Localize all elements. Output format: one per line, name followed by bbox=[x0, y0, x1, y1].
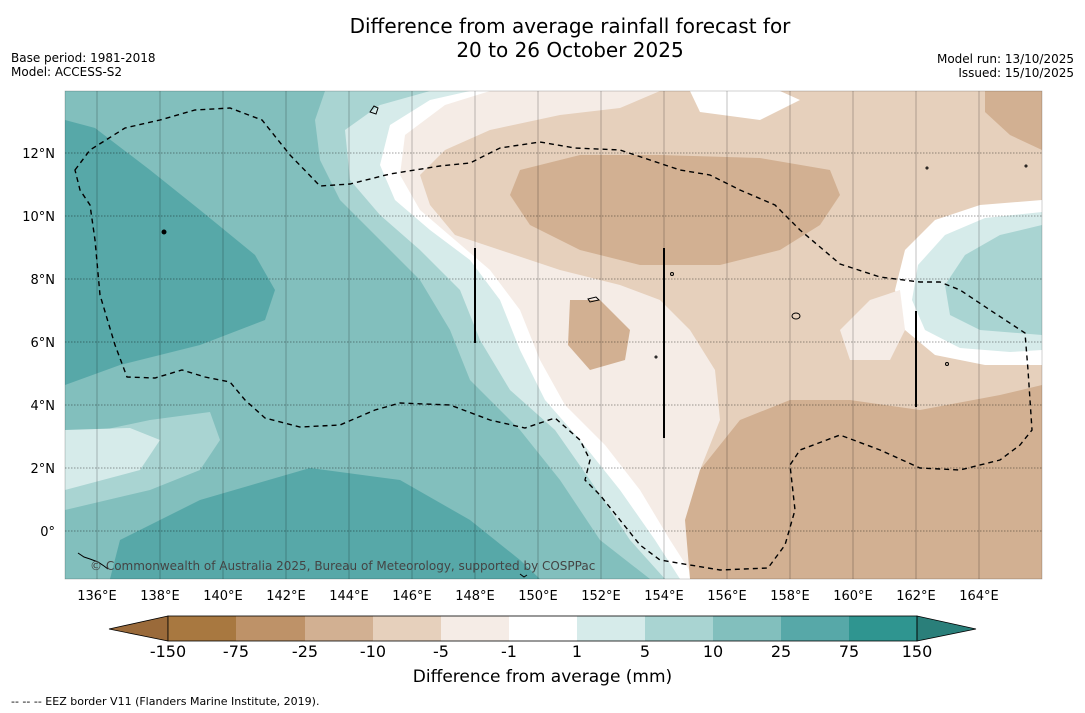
map-fields bbox=[65, 91, 1042, 579]
colorbar-label: 25 bbox=[770, 642, 792, 661]
lon-label: 140°E bbox=[203, 589, 243, 604]
lat-label: 8°N bbox=[31, 273, 56, 288]
colorbar-label: 10 bbox=[702, 642, 724, 661]
lat-label: 10°N bbox=[22, 210, 55, 225]
lat-labels: 12°N 10°N 8°N 6°N 4°N 2°N 0° bbox=[22, 147, 55, 540]
eez-footnote: -- -- -- EEZ border V11 (Flanders Marine… bbox=[11, 695, 320, 708]
field-dry-south bbox=[685, 385, 1042, 579]
colorbar-low-arrow bbox=[108, 615, 169, 642]
colorbar bbox=[108, 615, 977, 642]
lat-label: 12°N bbox=[22, 147, 55, 162]
colorbar-high-arrow bbox=[916, 615, 977, 642]
colorbar-swatch bbox=[849, 616, 917, 641]
colorbar-swatch bbox=[781, 616, 849, 641]
lon-label: 148°E bbox=[455, 589, 495, 604]
colorbar-label: -1 bbox=[501, 642, 517, 661]
colorbar-swatch bbox=[441, 616, 509, 641]
colorbar-label: 75 bbox=[838, 642, 860, 661]
lat-label: 4°N bbox=[31, 399, 56, 414]
issued-date: Issued: 15/10/2025 bbox=[958, 66, 1074, 80]
lon-label: 138°E bbox=[140, 589, 180, 604]
lat-label: 0° bbox=[40, 525, 55, 540]
islands bbox=[77, 105, 1028, 578]
field-east-pale bbox=[840, 290, 905, 360]
field-dry-islet bbox=[568, 300, 630, 370]
lon-label: 136°E bbox=[77, 589, 117, 604]
lon-label: 150°E bbox=[518, 589, 558, 604]
colorbar-label: -150 bbox=[149, 642, 187, 661]
colorbar-label: -5 bbox=[433, 642, 449, 661]
colorbar-frame bbox=[167, 615, 918, 642]
model-run: Model run: 13/10/2025 bbox=[936, 52, 1074, 66]
lon-label: 162°E bbox=[896, 589, 936, 604]
colorbar-swatch bbox=[645, 616, 713, 641]
field-white-top bbox=[690, 91, 800, 120]
lat-label: 2°N bbox=[31, 462, 56, 477]
colorbar-label: 150 bbox=[901, 642, 933, 661]
lon-labels: 136°E 138°E 140°E 142°E 144°E 146°E 148°… bbox=[77, 589, 999, 604]
colorbar-label: 5 bbox=[639, 642, 651, 661]
colorbar-label: 1 bbox=[571, 642, 583, 661]
colorbar-swatch bbox=[236, 616, 305, 641]
lon-label: 144°E bbox=[329, 589, 369, 604]
field-wet-west bbox=[65, 120, 275, 385]
colorbar-label: -25 bbox=[291, 642, 319, 661]
field-band-sw-inner bbox=[65, 428, 160, 490]
lat-label: 6°N bbox=[31, 336, 56, 351]
copyright-note: © Commonwealth of Australia 2025, Bureau… bbox=[90, 559, 595, 573]
field-wet-south bbox=[110, 468, 540, 579]
lon-label: 158°E bbox=[770, 589, 810, 604]
colorbar-swatch bbox=[373, 616, 441, 641]
colorbar-swatch bbox=[509, 616, 577, 641]
colorbar-swatch bbox=[577, 616, 645, 641]
graticule bbox=[96, 91, 980, 579]
colorbar-swatch bbox=[305, 616, 373, 641]
lon-label: 154°E bbox=[644, 589, 684, 604]
marker-lines bbox=[474, 248, 917, 438]
field-east-wet bbox=[945, 225, 1042, 335]
eez-borders bbox=[74, 107, 1033, 571]
colorbar-swatch bbox=[713, 616, 781, 641]
title-line-2: 20 to 26 October 2025 bbox=[456, 38, 684, 62]
lon-label: 152°E bbox=[581, 589, 621, 604]
chart-title: Difference from average rainfall forecas… bbox=[0, 14, 1085, 62]
field-dry-ne bbox=[985, 91, 1042, 150]
meta-left: Base period: 1981-2018 Model: ACCESS-S2 bbox=[11, 51, 156, 79]
colorbar-label: -10 bbox=[359, 642, 387, 661]
lon-label: 156°E bbox=[707, 589, 747, 604]
title-line-1: Difference from average rainfall forecas… bbox=[349, 14, 791, 38]
lon-label: 164°E bbox=[959, 589, 999, 604]
lon-label: 142°E bbox=[266, 589, 306, 604]
field-dry-north bbox=[510, 155, 840, 265]
colorbar-label: -75 bbox=[222, 642, 250, 661]
base-period: Base period: 1981-2018 bbox=[11, 51, 156, 65]
lon-label: 146°E bbox=[392, 589, 432, 604]
colorbar-swatch bbox=[168, 616, 236, 641]
lon-label: 160°E bbox=[833, 589, 873, 604]
meta-right: Model run: 13/10/2025 Issued: 15/10/2025 bbox=[937, 52, 1074, 80]
legend-title: Difference from average (mm) bbox=[412, 667, 673, 687]
map-frame bbox=[64, 90, 1043, 580]
model-name: Model: ACCESS-S2 bbox=[11, 65, 123, 79]
graticule-lat bbox=[65, 152, 1042, 532]
